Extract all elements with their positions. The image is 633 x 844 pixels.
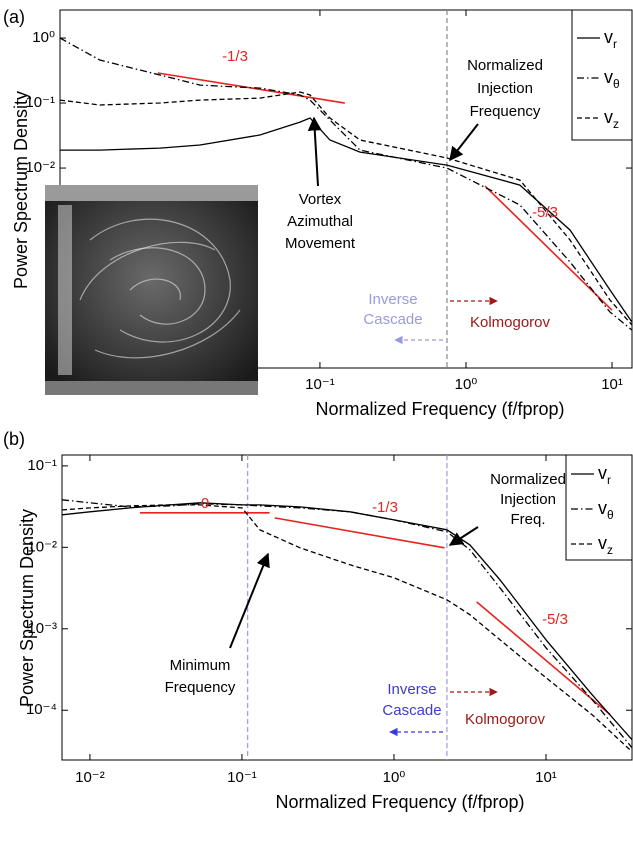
annotation: Normalized [467,57,543,74]
x-tick-label: 10¹ [535,769,557,786]
annotation: Freq. [510,511,545,528]
annotation: Inverse [368,291,417,308]
annotation: Kolmogorov [470,314,551,331]
x-tick-label: 10⁻¹ [305,376,335,393]
annotation: Kolmogorov [465,711,546,728]
photo-streak [94,309,241,359]
slope-guide [484,185,613,311]
photo-rim [45,185,258,201]
y-tick-label: 10⁻⁴ [26,701,57,718]
annotation: Injection [477,80,533,97]
y-tick-label: 10⁻² [27,538,57,555]
series-line [62,504,632,753]
photo-rim [45,381,258,395]
annotation-arrow [449,123,479,162]
annotation: Frequency [165,679,236,696]
legend-box [565,454,633,561]
slope-label: -1/3 [222,48,248,65]
plot-area [62,455,632,760]
y-axis-label: Power Spectrum Density [11,91,31,289]
x-tick-label: 10⁻¹ [227,769,257,786]
series-line [62,499,632,749]
annotation: Injection [500,491,556,508]
y-tick-label: 10⁻³ [27,620,57,637]
annotation: Normalized [490,471,566,488]
x-tick-label: 10⁰ [455,376,478,393]
annotation: Cascade [382,702,441,719]
annotation: Frequency [470,103,541,120]
slope-label: -5/3 [532,204,558,221]
slope-guide [157,72,345,104]
slope-label: -5/3 [542,611,568,628]
panel-label: (b) [3,429,25,449]
x-tick-label: 10⁻² [75,769,105,786]
inset-photo [45,185,258,395]
photo-streak [79,241,216,301]
photo-streak [109,247,206,325]
x-axis-label: Normalized Frequency (f/fprop) [275,792,524,812]
slope-label: 0 [201,495,209,512]
photo [45,185,258,395]
x-tick-label: 10¹ [601,376,623,393]
annotation: Vortex [299,191,342,208]
annotation-arrow [448,526,479,546]
annotation-arrow [229,552,270,649]
annotation: Cascade [363,311,422,328]
y-axis-label: Power Spectrum Density [17,509,37,707]
x-axis-label: Normalized Frequency (f/fprop) [315,399,564,419]
annotation: Azimuthal [287,213,353,230]
photo-streak [129,278,181,301]
y-tick-label: 10⁻¹ [25,94,55,111]
photo-glare [58,205,72,375]
y-tick-label: 10⁻² [25,159,55,176]
slope-guide [274,517,445,549]
slope-label: -1/3 [372,499,398,516]
panel-label: (a) [3,7,25,27]
y-tick-label: 10⁰ [32,29,55,46]
y-tick-label: 10⁻¹ [27,457,57,474]
annotation: Movement [285,235,356,252]
annotation: Inverse [387,681,436,698]
series-line [60,91,632,326]
photo-streak [89,218,231,343]
annotation: Minimum [170,657,231,674]
x-tick-label: 10⁰ [383,769,406,786]
plot-frame [61,454,633,761]
annotation-arrow [307,116,322,187]
legend-box [571,9,633,141]
